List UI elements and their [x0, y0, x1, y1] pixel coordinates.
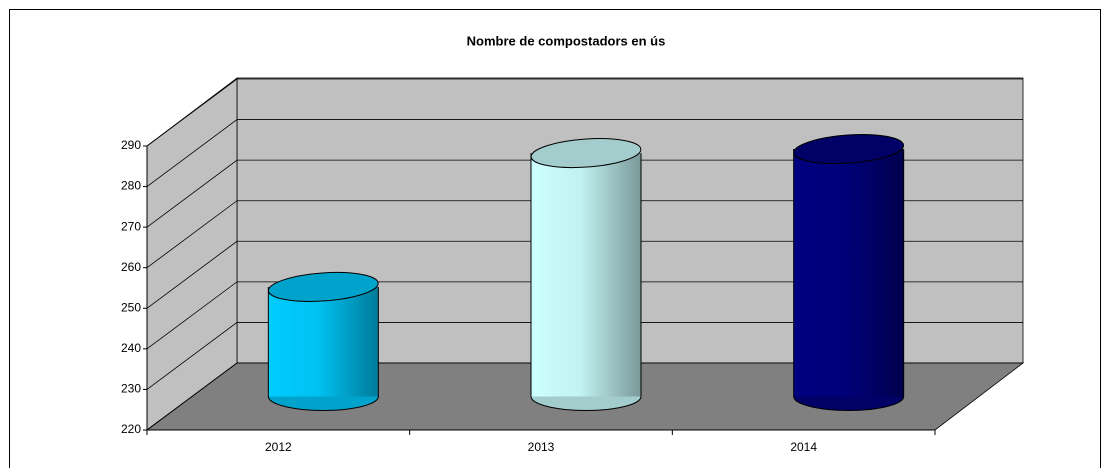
bar-top	[267, 271, 379, 302]
grid-line	[146, 362, 1023, 431]
grid-line	[146, 119, 1023, 187]
grid-line	[146, 200, 1023, 269]
y-tick-label: 220	[121, 422, 141, 436]
bar-body	[793, 149, 904, 397]
y-tick-label: 260	[121, 260, 141, 274]
bar-top	[793, 134, 905, 164]
bar	[267, 271, 379, 411]
x-tick-label: 2013	[528, 440, 555, 454]
bar-body	[531, 153, 641, 397]
grid-line	[146, 281, 1023, 350]
chart-title: Nombre de compostadors en ús	[467, 33, 666, 48]
y-tick-label: 270	[121, 219, 141, 233]
grid-line	[146, 322, 1023, 390]
y-tick-label: 250	[121, 300, 141, 314]
bar	[530, 138, 642, 411]
grid-line	[146, 240, 1023, 309]
y-tick-label: 240	[121, 341, 141, 355]
grid-line	[146, 78, 1023, 147]
bar-top	[530, 138, 642, 169]
x-tick-label: 2014	[790, 440, 817, 454]
grid-line	[146, 159, 1023, 228]
y-tick-label: 230	[121, 382, 141, 396]
bar	[793, 134, 905, 411]
y-tick-label: 290	[121, 138, 141, 152]
x-tick-label: 2012	[265, 440, 292, 454]
bar-body	[268, 286, 379, 397]
y-tick-label: 280	[121, 179, 141, 193]
